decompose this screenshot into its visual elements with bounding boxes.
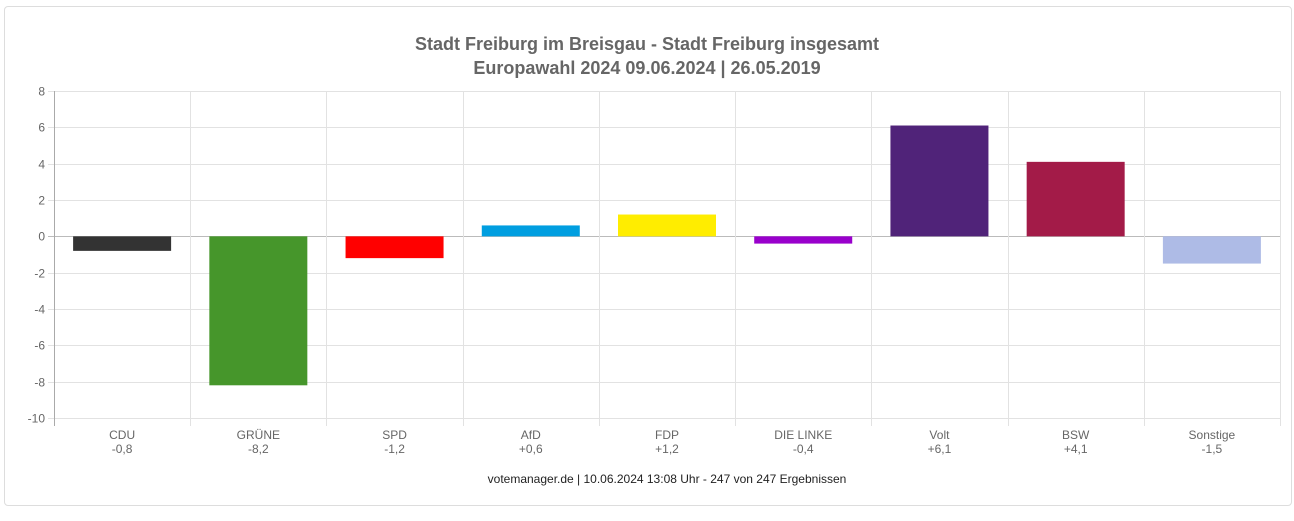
y-tick-label: 6 — [38, 121, 45, 135]
bar-sonstige — [1162, 236, 1261, 264]
y-tick-label: -6 — [34, 339, 45, 353]
y-tick-label: 8 — [38, 85, 45, 99]
bar-die-linke — [754, 236, 853, 244]
x-tick-label: CDU — [109, 428, 135, 442]
chart-subtitle: Europawahl 2024 09.06.2024 | 26.05.2019 — [473, 58, 821, 78]
y-tick-label: -4 — [34, 303, 45, 317]
chart-footer: votemanager.de | 10.06.2024 13:08 Uhr - … — [488, 472, 847, 486]
data-label: +0,6 — [519, 442, 543, 456]
y-tick-label: -8 — [34, 376, 45, 390]
bar-volt — [890, 125, 989, 237]
chart-title: Stadt Freiburg im Breisgau - Stadt Freib… — [414, 34, 880, 54]
bar-grüne — [209, 236, 308, 386]
x-tick-label: DIE LINKE — [774, 428, 832, 442]
y-tick-label: 0 — [38, 230, 45, 244]
chart-card — [4, 6, 1292, 506]
x-tick-label: AfD — [521, 428, 541, 442]
data-label: +6,1 — [928, 442, 952, 456]
data-label: +4,1 — [1064, 442, 1088, 456]
x-tick-label: Sonstige — [1189, 428, 1236, 442]
bar-bsw — [1026, 161, 1125, 237]
data-label: -1,5 — [1202, 442, 1223, 456]
bar-afd — [481, 225, 580, 237]
data-label: +1,2 — [655, 442, 679, 456]
y-tick-label: -2 — [34, 267, 45, 281]
bar-fdp — [618, 214, 716, 237]
y-tick-label: 4 — [38, 158, 45, 172]
data-label: -0,8 — [112, 442, 133, 456]
data-label: -1,2 — [384, 442, 405, 456]
x-tick-label: SPD — [382, 428, 407, 442]
x-tick-label: GRÜNE — [237, 428, 280, 442]
x-tick-label: BSW — [1062, 428, 1090, 442]
y-tick-label: -10 — [28, 412, 46, 426]
x-tick-label: Volt — [929, 428, 950, 442]
bar-spd — [345, 236, 444, 259]
x-tick-label: FDP — [655, 428, 679, 442]
y-tick-label: 2 — [38, 194, 45, 208]
data-label: -0,4 — [793, 442, 814, 456]
bar-cdu — [73, 236, 172, 251]
data-label: -8,2 — [248, 442, 269, 456]
